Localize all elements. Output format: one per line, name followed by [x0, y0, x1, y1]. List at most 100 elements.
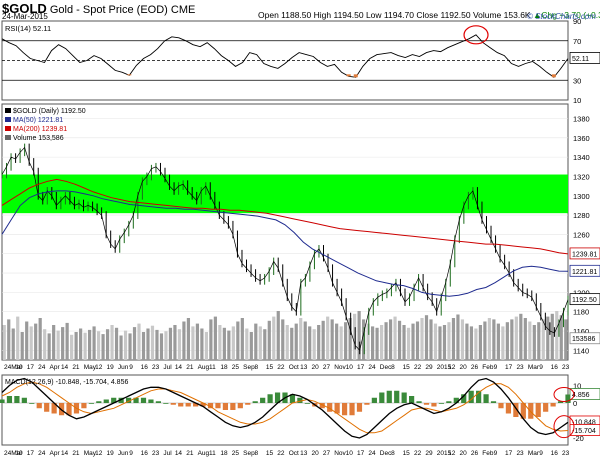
price-x-tick-label: Jun: [118, 364, 129, 371]
macd-histogram-bar: [453, 397, 459, 403]
close-last-value: 1192.50: [572, 297, 597, 304]
volume-bar: [209, 319, 213, 360]
macd-histogram-bar: [438, 403, 444, 404]
macd-histogram-bar: [207, 403, 214, 409]
macd-x-tick-label: 16: [141, 450, 149, 457]
volume-bar: [137, 323, 141, 360]
macd-x-tick-label: 23: [562, 450, 570, 457]
price-x-tick-label: 8: [391, 364, 395, 371]
volume-bar: [442, 325, 447, 360]
price-tick-label: 1340: [573, 153, 590, 162]
volume-bar: [20, 332, 24, 360]
volume-bar: [29, 326, 33, 360]
ma50-last-value: 1221.81: [572, 269, 597, 276]
volume-bar: [384, 322, 388, 360]
macd-x-tick-label: 9: [539, 450, 543, 457]
ma50-line: [1, 190, 569, 297]
exchange: CME: [170, 4, 196, 16]
macd-histogram-bar: [260, 397, 266, 403]
macd-histogram-bar: [476, 390, 482, 403]
close-last-value-box: [569, 293, 600, 306]
macd-histogram-bar: [483, 394, 489, 403]
rsi-last-value: 52.11: [572, 56, 589, 63]
macd-histogram-bar: [29, 403, 35, 404]
price-x-tick-label: 20: [311, 364, 319, 371]
macd-tick-label: 0: [573, 399, 577, 408]
volume-last-value: 153586: [572, 336, 595, 343]
macd-histogram-bar: [51, 403, 57, 414]
macd-x-tick-label: Apr: [50, 450, 61, 457]
macd-x-tick-label: 10: [15, 450, 23, 457]
price-x-tick-label: 23: [152, 364, 160, 371]
macd-x-tick-label: 15: [403, 450, 411, 457]
volume-bar: [397, 320, 402, 360]
volume-bar: [505, 322, 509, 360]
macd-histogram-bar: [66, 403, 72, 416]
up-triangle-icon: ▲: [532, 10, 542, 20]
rsi-oversold-fill: [551, 74, 556, 78]
rsi-tick-label: 10: [573, 96, 581, 105]
volume-bar: [245, 328, 249, 360]
volume-bar: [326, 316, 330, 360]
price-legend-2: MA(200) 1239.81: [13, 126, 67, 133]
macd-histogram-bar: [528, 403, 534, 419]
price-x-tick-label: 21: [186, 364, 194, 371]
volume-bar: [204, 332, 208, 360]
macd-histogram-bar: [565, 394, 571, 403]
macd-x-tick-label: 8: [255, 450, 259, 457]
macd-histogram-bar: [163, 403, 169, 404]
macd-x-tick-label: 21: [72, 450, 80, 457]
macd-histogram-bar: [140, 397, 147, 403]
macd-annotation-circle-2: [553, 415, 575, 439]
macd-x-tick-label: 11: [209, 450, 216, 457]
volume-bar: [447, 322, 451, 360]
macd-histogram-bar: [215, 403, 221, 409]
price-tick-label: 1160: [573, 327, 589, 336]
price-tick-label: 1200: [573, 288, 590, 297]
price-tick-label: 1140: [573, 346, 589, 355]
volume-bar: [393, 316, 397, 360]
macd-tick-label: -20: [573, 434, 584, 443]
price-x-tick-label: 13: [300, 364, 308, 371]
volume-bar: [25, 321, 29, 360]
macd-panel: [1, 374, 569, 446]
macd-histogram-bar: [267, 394, 273, 403]
macd-x-tick-label: 12: [95, 450, 103, 457]
volume-bar: [2, 325, 6, 360]
macd-x-tick-label: 8: [391, 450, 395, 457]
price-legend-1: MA(50) 1221.81: [13, 117, 63, 124]
volume-bar: [159, 333, 164, 360]
price-x-tick-label: 20: [460, 364, 468, 371]
macd-histogram-bar: [178, 403, 184, 407]
volume-bar: [523, 318, 527, 360]
macd-x-tick-label: 9: [129, 450, 133, 457]
volume-bar: [70, 334, 74, 360]
macd-x-tick-label: 13: [300, 450, 308, 457]
price-x-tick-label: 17: [357, 364, 365, 371]
price-legend-3: Volume 153,586: [13, 135, 64, 142]
volume-bar: [276, 311, 280, 360]
macd-histogram-bar: [44, 403, 50, 412]
macd-histogram-bar: [6, 396, 13, 403]
price-x-tick-label: 14: [61, 364, 69, 371]
volume-bar: [263, 329, 267, 360]
macd-x-tick-label: 23: [516, 450, 524, 457]
volume-bar: [128, 333, 132, 360]
macd-histogram-bar: [557, 401, 564, 403]
macd-histogram-bar: [386, 390, 392, 403]
volume-bar: [52, 325, 56, 360]
macd-histogram-bar: [461, 394, 467, 403]
macd-histogram-bar: [543, 403, 549, 412]
volume-bar: [7, 319, 11, 360]
volume-bar: [164, 331, 168, 360]
copyright: © StockCharts.com: [526, 12, 596, 21]
volume-bar: [254, 323, 258, 360]
price-x-tick-label: Aug: [198, 364, 210, 371]
macd-histogram-bar: [304, 403, 310, 404]
chart-date: 24-Mar-2015: [2, 12, 48, 21]
volume-bar: [469, 326, 474, 360]
macd-histogram-bar: [230, 403, 236, 410]
macd-last-value: -10.848: [572, 419, 596, 426]
volume-bar: [501, 326, 505, 360]
volume-bar: [550, 313, 554, 360]
